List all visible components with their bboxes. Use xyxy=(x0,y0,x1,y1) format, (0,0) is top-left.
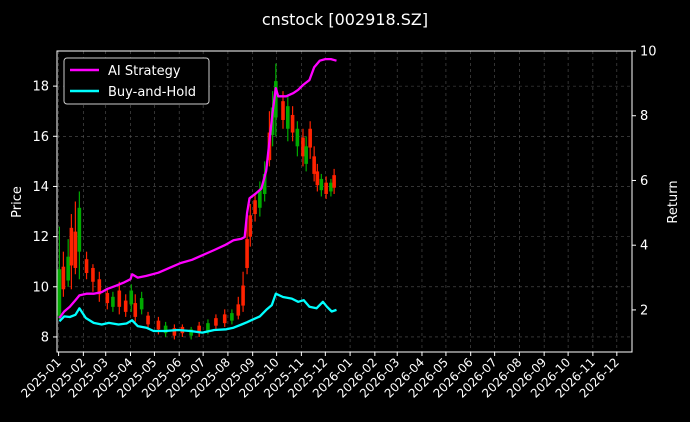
price-bar-body xyxy=(129,290,134,305)
y-axis-label: Price xyxy=(10,186,25,218)
y-axis-right: 2 4 6 8 10 xyxy=(632,45,657,318)
price-bar-body xyxy=(253,200,257,215)
y-axis-left: 8 10 12 14 16 18 xyxy=(32,80,57,345)
price-bar-body xyxy=(146,315,150,325)
price-bar-body xyxy=(69,227,74,266)
price-bar-body xyxy=(332,175,336,188)
price-bar-body xyxy=(274,81,278,118)
price-bar-body xyxy=(111,296,115,307)
y-tick-label: 16 xyxy=(32,130,49,145)
y-tick-label: 10 xyxy=(32,280,49,295)
price-bar-body xyxy=(241,285,245,306)
y2-tick-label: 4 xyxy=(640,239,648,254)
y-tick-label: 8 xyxy=(41,330,49,345)
price-bar-body xyxy=(163,325,168,334)
price-bar-body xyxy=(329,182,333,192)
y2-axis-label: Return xyxy=(666,180,681,223)
price-bar-body xyxy=(230,313,234,321)
price-bar-body xyxy=(123,300,128,312)
price-bar-body xyxy=(139,298,144,310)
price-bar-body xyxy=(248,215,253,237)
price-bar-body xyxy=(73,231,78,268)
price-bar-body xyxy=(156,320,161,330)
legend-label-ai-strategy: AI Strategy xyxy=(108,64,181,79)
price-bar-body xyxy=(57,269,62,316)
ai-strategy-line xyxy=(58,57,337,319)
price-bar-body xyxy=(281,101,285,120)
price-bar-body xyxy=(308,128,312,148)
price-bar-body xyxy=(304,146,308,164)
price-bar-body xyxy=(236,304,241,316)
price-bar-body xyxy=(301,137,305,157)
price-bar-body xyxy=(61,266,66,290)
price-bar-body xyxy=(295,128,300,147)
price-bar-body xyxy=(84,259,89,273)
price-bar-body xyxy=(245,239,249,268)
price-bar-body xyxy=(97,279,102,295)
chart-title: cnstock [002918.SZ] xyxy=(262,10,428,29)
price-bar-body xyxy=(315,171,320,186)
y2-tick-label: 8 xyxy=(640,109,648,124)
y-tick-label: 12 xyxy=(32,230,49,245)
price-bar-body xyxy=(189,329,193,336)
buy-and-hold-line xyxy=(58,292,337,334)
series-lines xyxy=(58,57,337,334)
price-bar-body xyxy=(285,106,290,129)
y-tick-label: 18 xyxy=(32,80,49,95)
legend-label-buy-and-hold: Buy-and-Hold xyxy=(108,85,196,100)
legend-box xyxy=(63,57,210,105)
price-bar-body xyxy=(319,178,324,191)
price-bar-body xyxy=(117,290,122,307)
price-bar-body xyxy=(258,190,262,208)
price-bar-body xyxy=(222,314,227,324)
price-bar-body xyxy=(133,303,138,317)
price-bar-body xyxy=(324,182,328,194)
price-bar-body xyxy=(262,173,267,194)
price-bar-body xyxy=(197,325,201,334)
price-bar-body xyxy=(290,114,295,133)
price-bar-body xyxy=(105,293,110,304)
price-bar-body xyxy=(172,328,177,336)
price-bar-body xyxy=(312,156,316,174)
y2-tick-label: 10 xyxy=(640,45,657,60)
price-bar-body xyxy=(206,323,210,331)
price-bar-body xyxy=(214,318,218,326)
price-bar-body xyxy=(66,256,70,281)
y2-tick-label: 6 xyxy=(640,174,648,189)
y-tick-label: 14 xyxy=(32,180,49,195)
legend: AI Strategy Buy-and-Hold xyxy=(63,57,210,105)
y2-tick-label: 2 xyxy=(640,303,648,318)
price-bar-body xyxy=(77,207,82,252)
price-bar-body xyxy=(91,267,95,282)
plot-frame xyxy=(56,50,633,353)
